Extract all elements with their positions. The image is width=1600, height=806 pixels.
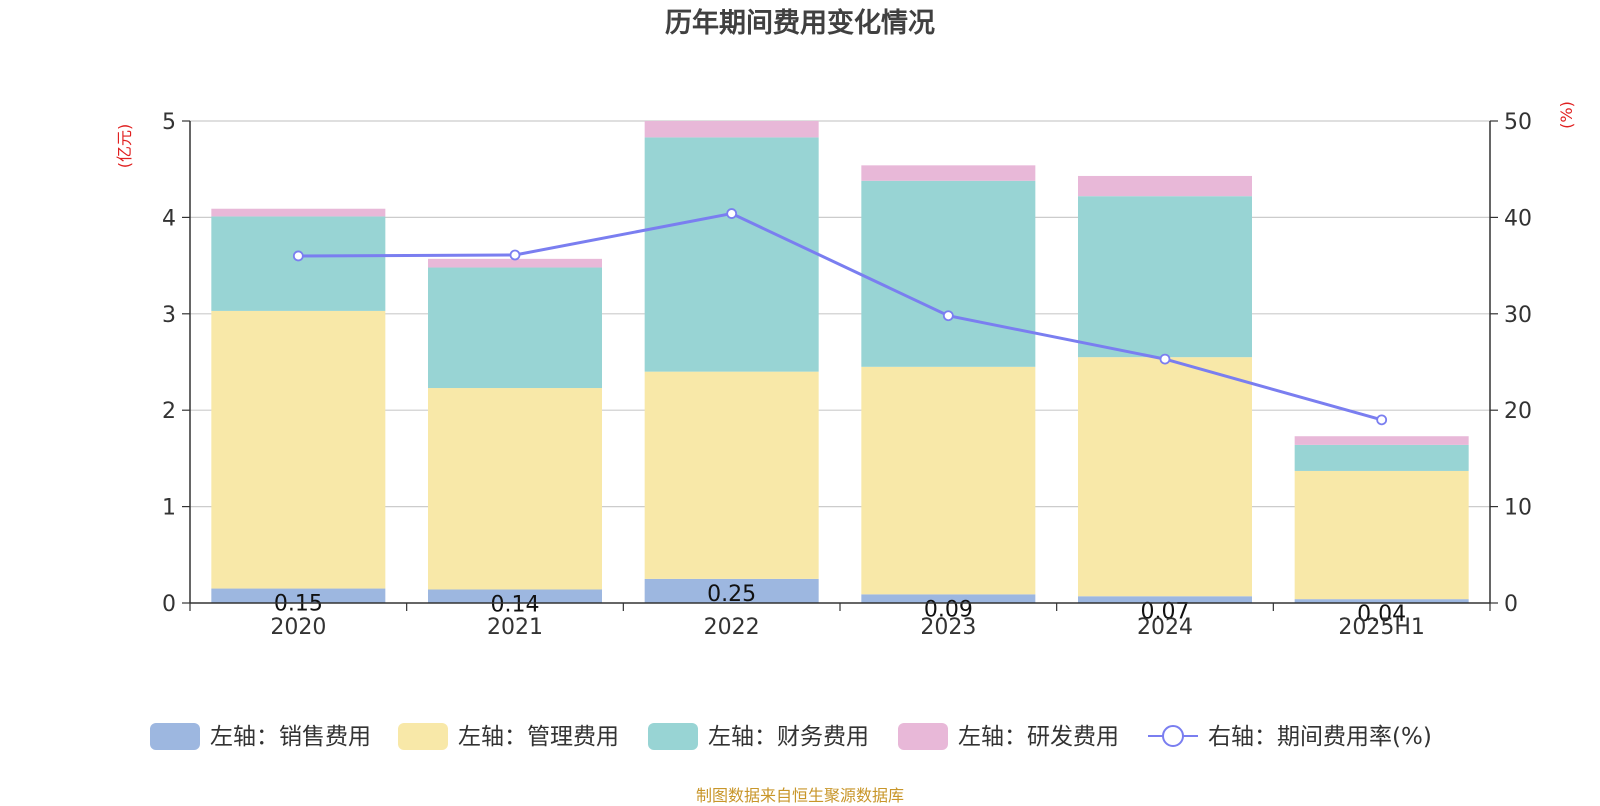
legend-swatch xyxy=(898,723,948,750)
y-right-axis-label: (%) xyxy=(1557,101,1576,129)
chart-title: 历年期间费用变化情况 xyxy=(665,7,935,39)
bar-segment xyxy=(211,208,386,217)
bar-segment xyxy=(861,366,1036,595)
x-tick-label: 2023 xyxy=(920,615,976,640)
bar-segment xyxy=(211,588,386,603)
x-tick-label: 2020 xyxy=(270,615,326,640)
bar-segment xyxy=(1294,599,1469,603)
legend[interactable]: 左轴：销售费用 左轴：管理费用 左轴：财务费用 左轴：研发费用 右轴：期间费用率(%) xyxy=(150,723,1432,750)
bars xyxy=(211,121,1469,603)
legend-line-marker xyxy=(1162,725,1184,747)
legend-label: 右轴：期间费用率(%) xyxy=(1208,724,1432,750)
bar-segment xyxy=(1294,436,1469,445)
bar-data-label: 0.15 xyxy=(274,592,323,617)
line-point xyxy=(509,249,521,261)
bar-data-labels: 0.15 0.14 0.250.09 0.07 0.04 xyxy=(274,582,1406,627)
y-right-tick-label: 20 xyxy=(1504,399,1532,424)
legend-swatch xyxy=(648,723,698,750)
line-point xyxy=(292,250,304,262)
x-tick-label: 2022 xyxy=(704,615,760,640)
grid-lines xyxy=(190,120,1490,508)
legend-label: 左轴：管理费用 xyxy=(458,724,619,750)
legend-label: 左轴：研发费用 xyxy=(958,724,1119,750)
legend-label: 左轴：财务费用 xyxy=(708,724,869,750)
bar-data-label: 0.09 xyxy=(924,597,973,622)
bar-segment xyxy=(1294,470,1469,600)
y-left-axis-label: (亿元) xyxy=(115,124,134,169)
bar-segment xyxy=(211,216,386,311)
line-point xyxy=(1376,414,1388,426)
x-tick-label: 2024 xyxy=(1137,615,1193,640)
bar-segment xyxy=(428,388,602,590)
y-left-tick-label: 2 xyxy=(162,399,176,424)
bar-data-label: 0.04 xyxy=(1357,602,1406,627)
bar-segment xyxy=(1078,357,1252,597)
bar-segment xyxy=(644,371,819,579)
y-left-tick-label: 1 xyxy=(162,496,176,521)
bar-segment xyxy=(428,589,602,603)
legend-swatch xyxy=(398,723,448,750)
line-point xyxy=(1159,353,1171,365)
line-path xyxy=(298,211,1383,422)
bar-segment xyxy=(861,165,1036,181)
line-point xyxy=(942,310,954,322)
bar-segment xyxy=(644,121,819,138)
bar-segment xyxy=(211,310,386,589)
y-left-tick-label: 5 xyxy=(162,110,176,135)
source-footer: 制图数据来自恒生聚源数据库 xyxy=(695,786,904,805)
bar-segment xyxy=(1078,596,1252,603)
legend-swatch xyxy=(150,723,200,750)
bar-segment xyxy=(861,180,1036,367)
y-left-tick-label: 3 xyxy=(162,303,176,328)
y-right-tick-label: 30 xyxy=(1504,303,1532,328)
y-left-tick-label: 4 xyxy=(162,206,176,231)
x-tick-label: 2025H1 xyxy=(1338,615,1425,640)
bar-segment xyxy=(644,578,819,603)
line-series xyxy=(292,208,1388,426)
bar-data-label: 0.14 xyxy=(491,593,540,618)
bar-segment xyxy=(1078,175,1252,197)
bar-segment xyxy=(644,137,819,372)
bar-segment xyxy=(861,594,1036,603)
y-right-tick-label: 10 xyxy=(1504,496,1532,521)
bar-segment xyxy=(1294,444,1469,471)
legend-label: 左轴：销售费用 xyxy=(210,724,371,750)
bar-segment xyxy=(428,267,602,389)
y-right-tick-label: 0 xyxy=(1504,592,1518,617)
y-left-tick-label: 0 xyxy=(162,592,176,617)
bar-segment xyxy=(1078,196,1252,358)
x-tick-label: 2021 xyxy=(487,615,543,640)
y-right-tick-label: 50 xyxy=(1504,110,1532,135)
y-right-tick-label: 40 xyxy=(1504,206,1532,231)
line-point xyxy=(726,208,738,219)
bar-segment xyxy=(428,258,602,268)
